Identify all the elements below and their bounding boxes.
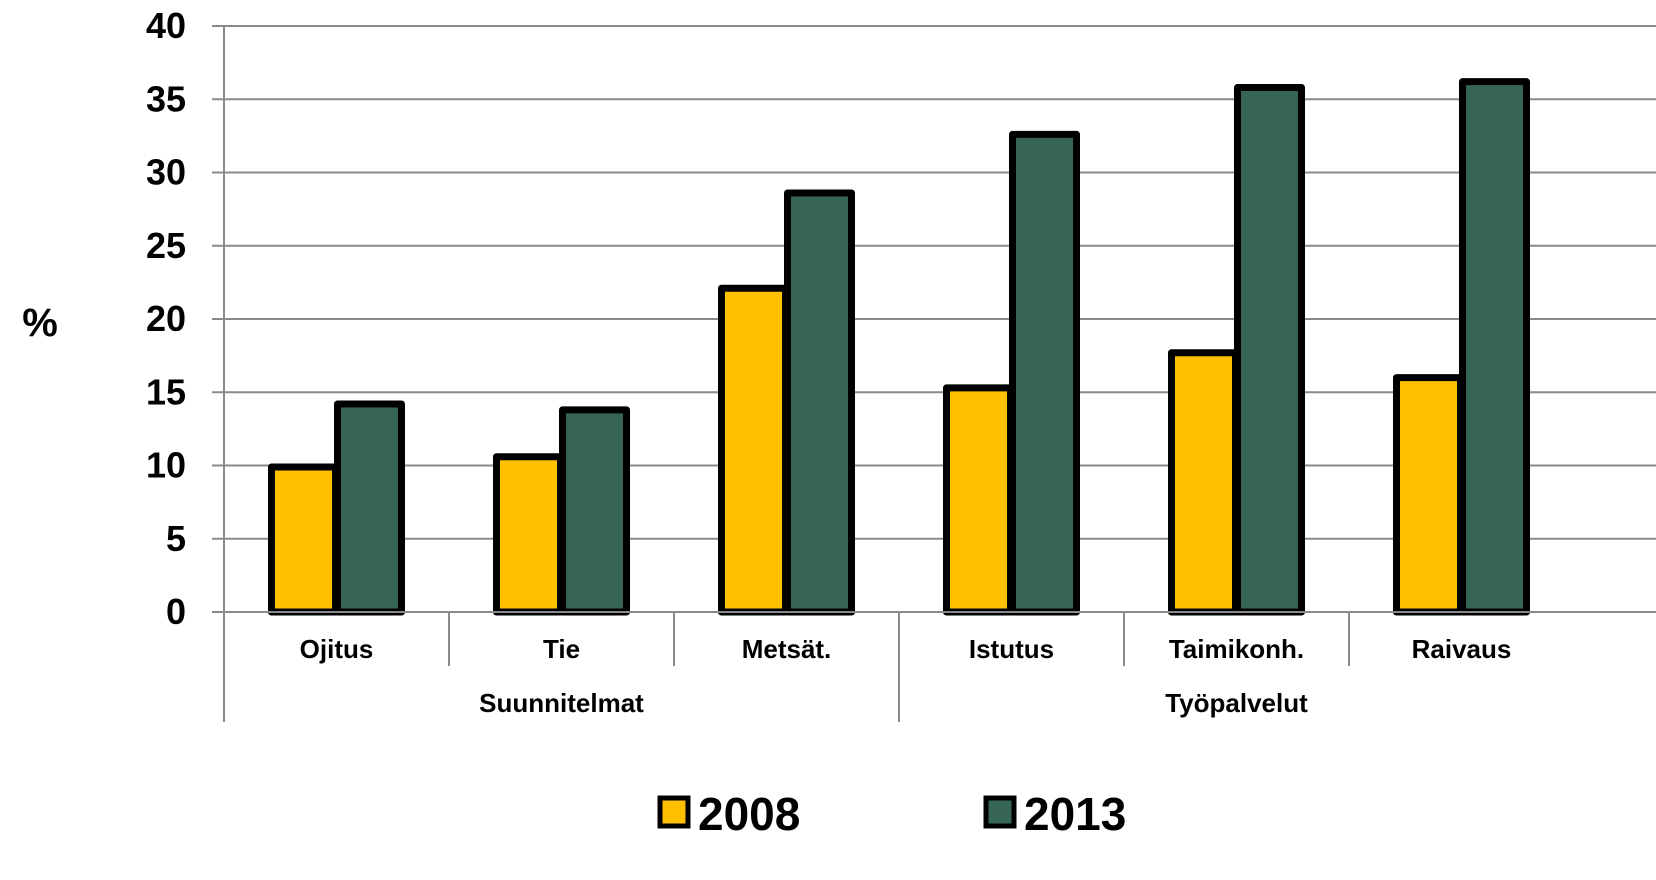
bar-2008-istutus [943, 384, 1014, 616]
y-axis-label: % [22, 301, 58, 345]
y-tick-label: 40 [146, 5, 186, 46]
gridlines [224, 25, 1656, 540]
legend-swatch-2008 [657, 795, 691, 829]
y-tick-label: 0 [166, 591, 186, 632]
axes [223, 26, 1656, 722]
x-tick-label: Metsät. [742, 634, 832, 664]
legend-swatch-2013 [983, 795, 1017, 829]
bar-2008-ojitus [268, 463, 339, 616]
y-tick-label: 10 [146, 445, 186, 486]
x-tick-label: Taimikonh. [1169, 634, 1304, 664]
bar-2013-raivaus [1459, 78, 1530, 616]
bar-2008-tie [493, 453, 564, 616]
bar-2013-taimikonh [1234, 84, 1305, 616]
x-tick-label: Ojitus [300, 634, 374, 664]
y-tick-label: 20 [146, 298, 186, 339]
bar-2008-metsät [718, 284, 789, 616]
bar-2008-raivaus [1393, 374, 1464, 616]
y-axis-ticks: 0 5 10 15 20 25 30 35 40 [146, 5, 224, 632]
y-tick-label: 30 [146, 152, 186, 193]
x-group-label: Työpalvelut [1165, 688, 1308, 718]
bar-2013-tie [559, 406, 630, 616]
bars [268, 78, 1530, 616]
bar-2013-istutus [1009, 130, 1080, 616]
bar-2008-taimikonh [1168, 349, 1239, 616]
x-axis-group-labels: Suunnitelmat Työpalvelut [479, 688, 1308, 718]
y-tick-label: 5 [166, 518, 186, 559]
x-tick-label: Istutus [969, 634, 1054, 664]
legend-label-2013: 2013 [1024, 788, 1126, 840]
x-axis-category-labels: Ojitus Tie Metsät. Istutus Taimikonh. Raivaus [300, 634, 1512, 664]
legend: 2008 2013 [657, 788, 1126, 840]
y-tick-label: 25 [146, 225, 186, 266]
x-tick-label: Tie [543, 634, 580, 664]
bar-2013-ojitus [334, 400, 405, 616]
legend-label-2008: 2008 [698, 788, 800, 840]
bar-2013-metsät [784, 189, 855, 616]
x-tick-label: Raivaus [1412, 634, 1512, 664]
x-group-label: Suunnitelmat [479, 688, 644, 718]
y-tick-label: 15 [146, 371, 186, 412]
y-tick-label: 35 [146, 78, 186, 119]
